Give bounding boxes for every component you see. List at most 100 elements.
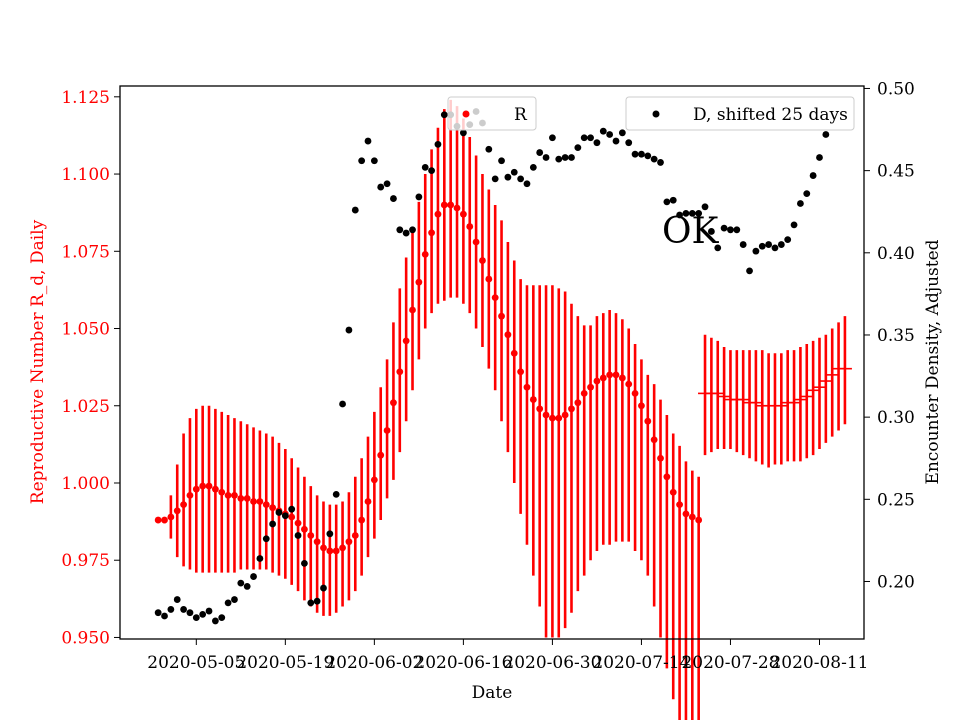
d-point: [720, 224, 728, 232]
d-point: [529, 163, 537, 171]
d-point: [161, 612, 168, 620]
r-point: [574, 399, 582, 407]
r-point: [523, 383, 531, 391]
r-point: [256, 498, 264, 505]
x-tick-label: 2020-06-16: [414, 653, 512, 673]
d-point: [580, 134, 588, 142]
r-point: [447, 201, 455, 209]
d-point: [218, 614, 226, 622]
d-point: [714, 244, 722, 252]
x-tick-label: 2020-06-02: [325, 653, 423, 673]
r-point: [402, 337, 410, 345]
r-point: [237, 495, 245, 502]
d-point: [612, 137, 620, 145]
r-point: [625, 380, 633, 388]
r-point: [396, 368, 404, 376]
d-point: [733, 226, 741, 234]
y-left-tick-label: 0.975: [61, 551, 110, 571]
y-right-tick-label: 0.20: [877, 572, 915, 592]
r-point: [549, 414, 556, 422]
d-point: [644, 152, 652, 160]
r-point: [606, 371, 614, 379]
d-point: [784, 236, 792, 244]
r-point: [320, 544, 327, 552]
r-point: [154, 516, 162, 524]
d-point: [695, 209, 703, 217]
d-point: [765, 241, 773, 248]
x-tick-label: 2020-05-19: [236, 653, 334, 673]
r-point: [167, 513, 175, 521]
d-point: [288, 505, 296, 513]
d-point: [752, 247, 760, 255]
r-point: [650, 436, 658, 444]
r-point: [364, 498, 372, 505]
d-point: [676, 211, 683, 219]
r-point: [332, 547, 340, 555]
y-left-tick-label: 1.100: [61, 165, 110, 185]
r-point: [186, 491, 194, 499]
r-point: [294, 519, 302, 527]
d-point: [599, 127, 607, 135]
d-point: [771, 244, 779, 252]
y-right-tick-label: 0.50: [877, 79, 915, 99]
r-point: [695, 516, 703, 524]
r-point: [498, 312, 505, 320]
d-point: [803, 190, 811, 198]
r-point: [688, 513, 696, 521]
x-tick-label: 2020-07-14: [592, 653, 690, 673]
r-point: [231, 491, 238, 499]
x-tick-label: 2020-08-11: [770, 653, 868, 673]
r-point: [205, 482, 213, 490]
d-point: [542, 154, 550, 161]
d-point: [587, 134, 594, 142]
r-point: [459, 210, 467, 218]
r-point: [529, 396, 537, 403]
r-point: [612, 371, 620, 379]
r-point: [644, 417, 652, 425]
r-point: [555, 414, 563, 422]
legend-d-frame: [625, 96, 855, 131]
d-point: [510, 168, 518, 176]
d-point: [377, 183, 385, 191]
r-point: [383, 427, 391, 434]
r-point: [288, 513, 296, 521]
d-point: [275, 509, 283, 516]
d-point: [173, 596, 181, 603]
d-point: [370, 157, 378, 165]
d-point: [231, 596, 238, 603]
d-point: [256, 555, 264, 562]
y-axis-right-label: Encounter Density, Adjusted: [923, 239, 943, 484]
d-point: [192, 614, 200, 622]
r-point: [370, 476, 378, 484]
d-point: [167, 606, 175, 613]
r-point: [326, 547, 334, 555]
r-point: [542, 411, 550, 419]
x-axis-label: Date: [472, 683, 513, 703]
d-point: [663, 198, 671, 206]
d-point: [262, 535, 270, 543]
d-point: [154, 609, 162, 617]
r-point: [466, 223, 474, 230]
r-point: [301, 525, 308, 533]
y-right-tick-label: 0.25: [877, 490, 915, 510]
r-point: [593, 377, 601, 385]
legend-r-frame: [447, 96, 537, 131]
d-point: [345, 326, 353, 334]
d-point: [351, 206, 359, 214]
d-point: [243, 583, 251, 590]
r-point: [510, 349, 518, 357]
x-tick-label: 2020-05-05: [147, 653, 245, 673]
d-point: [618, 129, 626, 137]
r-point: [211, 485, 219, 493]
d-point: [568, 154, 575, 161]
legend-d-marker: [652, 110, 660, 118]
r-point: [434, 210, 442, 218]
d-point: [180, 606, 187, 613]
d-point: [211, 617, 219, 625]
d-point: [809, 172, 817, 179]
r-point: [377, 451, 385, 459]
d-point: [402, 229, 410, 237]
d-point: [326, 530, 334, 538]
y-left-tick-label: 1.050: [61, 320, 110, 340]
